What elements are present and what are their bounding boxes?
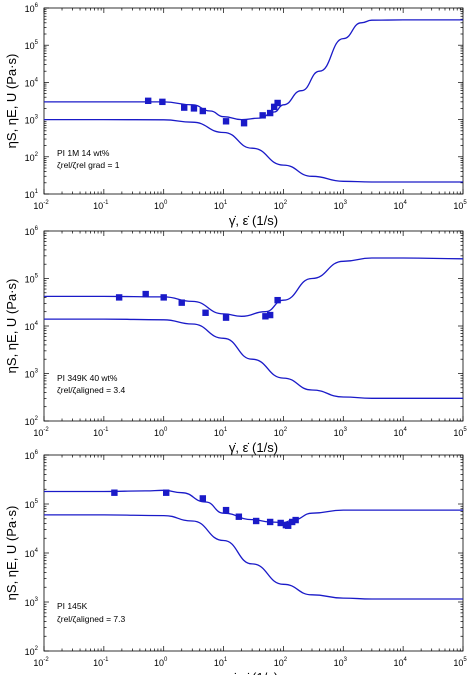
x-tick-label: 101 [214,657,228,668]
x-tick-label: 103 [334,200,348,211]
panel-3: 10-2 10-1 100 101 102 103 104 105 102 103 104 105 10… [4,450,467,675]
data-point [274,296,281,304]
data-point [266,109,274,117]
x-tick-label: 10-2 [33,657,49,668]
x-tick-label: 104 [393,200,407,211]
y-axis-label: ηS, ηE, U (Pa·s) [4,506,19,601]
x-tick-label: 10-1 [93,427,109,438]
data-point [266,311,274,319]
x-tick-label: 100 [154,427,168,438]
sample-label: PI 145K [57,601,88,611]
y-tick-label: 105 [25,40,39,51]
y-tick-label: 106 [25,3,39,14]
y-axis-label: ηS, ηE, U (Pa·s) [4,279,19,374]
x-tick-label: 100 [154,657,168,668]
x-tick-label: 105 [453,200,467,211]
sample-label: PI 349K 40 wt% [57,373,118,383]
model-shear-curve [44,318,463,399]
y-tick-label: 102 [25,646,39,657]
model-extensional-curve [44,19,463,121]
y-tick-label: 105 [25,499,39,510]
data-point [162,489,170,496]
y-tick-label: 101 [25,189,39,200]
x-tick-label: 102 [274,200,288,211]
data-point [222,506,230,514]
y-tick-label: 106 [25,226,39,237]
model-shear-curve [44,118,464,183]
friction-ratio-label: ζrel/ζaligned = 7.3 [57,614,125,624]
x-tick-label: 103 [334,427,348,438]
y-tick-label: 104 [25,548,39,559]
x-axis-label: γ̇, ε̇ (1/s) [229,440,278,455]
model-shear-curve [44,514,463,600]
y-tick-label: 104 [25,321,39,332]
x-tick-label: 105 [453,657,467,668]
x-tick-label: 10-1 [93,200,109,211]
model-extensional-curve [44,257,464,317]
panel-2: 10-2 10-1 100 101 102 103 104 105 102 103 104 105 10… [4,226,467,455]
y-tick-label: 103 [25,115,39,126]
data-point [115,294,123,301]
friction-ratio-label: ζrel/ζaligned = 3.4 [57,385,125,395]
data-point [144,97,152,105]
x-tick-label: 10-1 [93,657,109,668]
y-tick-label: 106 [25,450,39,461]
data-point [190,105,198,112]
x-tick-label: 103 [334,657,348,668]
data-point [222,118,230,125]
model-extensional-curve [44,489,463,524]
y-tick-label: 102 [25,152,39,163]
data-point [288,518,296,526]
data-point [292,516,299,524]
panel-1: 10-2 10-1 100 101 102 103 104 105 101 102 103 104 10… [4,3,467,228]
data-point [160,294,167,301]
data-point [266,518,274,526]
plot-frame [43,7,464,195]
data-point [181,104,188,111]
data-point [284,522,292,529]
data-point [222,314,230,321]
data-point [240,120,248,127]
sample-label: PI 1M 14 wt% [57,148,110,158]
x-axis-label: γ̇, ε̇ (1/s) [229,213,278,228]
x-tick-label: 102 [274,427,288,438]
data-point [199,495,207,502]
y-axis-label: ηS, ηE, U (Pa·s) [4,54,19,149]
data-point [142,290,149,298]
y-tick-label: 103 [25,369,39,380]
data-point [270,103,278,111]
data-point [202,309,209,316]
data-point [199,107,207,115]
x-tick-label: 101 [214,427,228,438]
data-point [277,519,284,527]
data-point [259,112,266,119]
x-tick-label: 10-2 [33,200,49,211]
x-tick-label: 104 [393,427,407,438]
y-tick-label: 105 [25,274,39,285]
data-point [262,313,269,320]
x-axis-label: γ̇, ε̇ (1/s) [229,670,278,675]
friction-ratio-label: ζrel/ζrel grad = 1 [57,160,120,170]
y-tick-label: 103 [25,597,39,608]
x-tick-label: 104 [393,657,407,668]
x-tick-label: 101 [214,200,228,211]
x-tick-label: 102 [274,657,288,668]
data-point [178,299,185,306]
data-point [111,489,118,496]
x-tick-label: 105 [453,427,467,438]
y-tick-label: 104 [25,77,39,88]
x-tick-label: 10-2 [33,427,49,438]
data-point [235,513,243,520]
data-point [274,99,281,107]
y-tick-label: 102 [25,416,39,427]
x-tick-label: 100 [154,200,168,211]
data-point [159,98,166,106]
data-point [252,517,260,525]
